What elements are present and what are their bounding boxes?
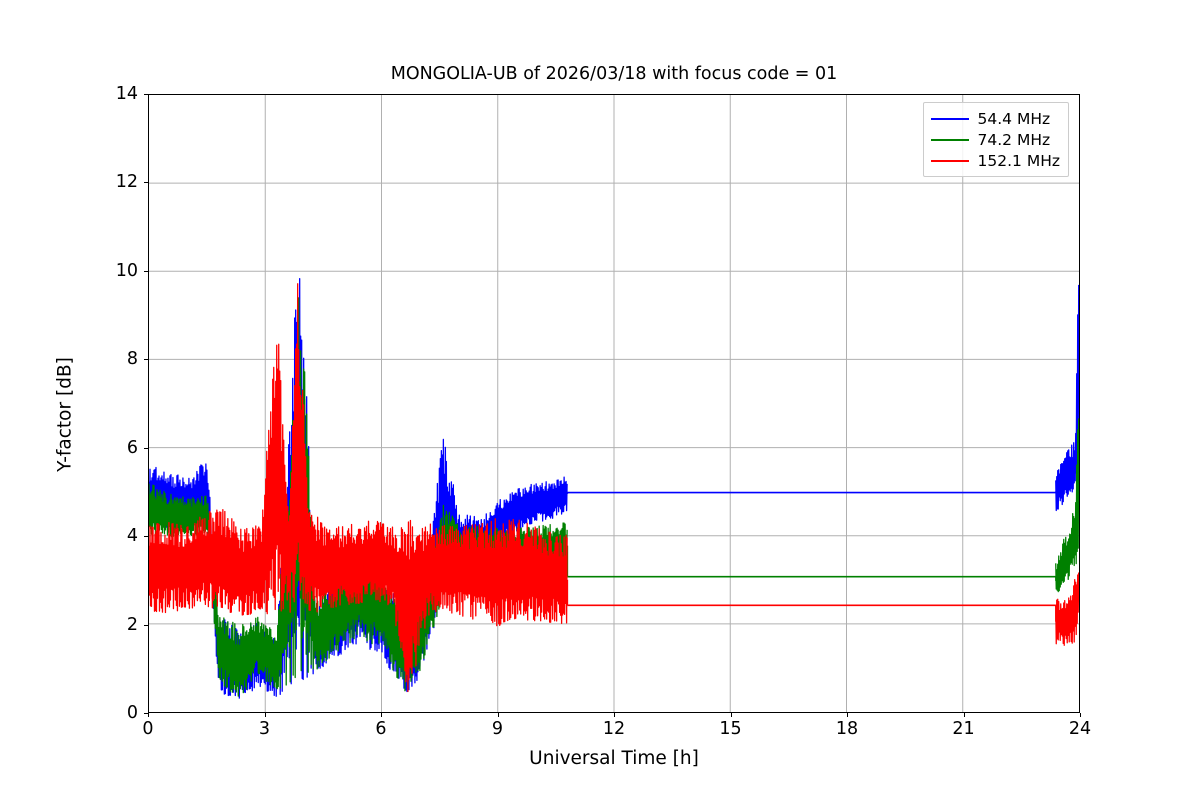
x-tick-mark	[847, 713, 848, 717]
x-tick-label: 6	[375, 719, 387, 739]
y-tick-mark	[144, 94, 148, 95]
x-tick-label: 0	[142, 719, 154, 739]
x-tick-label: 3	[258, 719, 271, 739]
legend-item: 152.1 MHz	[930, 150, 1060, 171]
y-tick-mark	[144, 713, 148, 714]
chart-title: MONGOLIA-UB of 2026/03/18 with focus cod…	[390, 64, 838, 84]
legend-item: 74.2 MHz	[930, 129, 1060, 150]
x-tick-mark	[264, 713, 266, 717]
legend: 54.4 MHz 74.2 MHz 152.1 MHz	[922, 102, 1069, 177]
y-tick-label: 4	[126, 526, 138, 547]
y-tick-label: 6	[126, 437, 138, 458]
x-tick-mark	[614, 713, 615, 717]
series-trace	[149, 283, 1079, 693]
x-axis-label: Universal Time [h]	[529, 748, 699, 769]
legend-label: 54.4 MHz	[977, 109, 1051, 128]
legend-label: 74.2 MHz	[977, 130, 1051, 149]
y-tick-label: 8	[126, 349, 138, 370]
legend-item: 54.4 MHz	[930, 108, 1060, 129]
x-tick-label: 18	[835, 719, 859, 739]
x-tick-label: 9	[491, 719, 504, 739]
y-tick-mark	[144, 447, 148, 449]
series-trace	[149, 278, 1079, 699]
y-tick-mark	[144, 536, 148, 538]
x-tick-label: 24	[1068, 719, 1092, 739]
y-tick-mark	[144, 270, 148, 272]
legend-color-swatch	[930, 159, 969, 162]
legend-label: 152.1 MHz	[977, 151, 1060, 170]
y-tick-label: 14	[115, 84, 138, 104]
legend-color-swatch	[930, 117, 969, 120]
plot-area: 54.4 MHz 74.2 MHz 152.1 MHz	[148, 94, 1080, 713]
x-tick-label: 21	[952, 719, 975, 739]
y-tick-label: 0	[126, 703, 138, 723]
y-tick-mark	[144, 182, 148, 184]
x-tick-mark	[1080, 713, 1081, 717]
y-tick-mark	[144, 624, 148, 626]
x-tick-label: 12	[602, 719, 626, 739]
x-tick-mark	[497, 713, 499, 717]
data-traces	[149, 278, 1079, 699]
x-tick-mark	[381, 713, 382, 717]
x-tick-mark	[148, 713, 149, 717]
y-tick-label: 10	[115, 260, 138, 281]
y-tick-label: 12	[115, 172, 138, 193]
legend-color-swatch	[930, 138, 969, 141]
y-axis-label: Y-factor [dB]	[54, 357, 76, 472]
y-tick-mark	[144, 359, 148, 361]
x-tick-mark	[963, 713, 965, 717]
x-tick-mark	[730, 713, 732, 717]
x-tick-label: 15	[719, 719, 742, 739]
y-tick-label: 2	[126, 614, 138, 635]
